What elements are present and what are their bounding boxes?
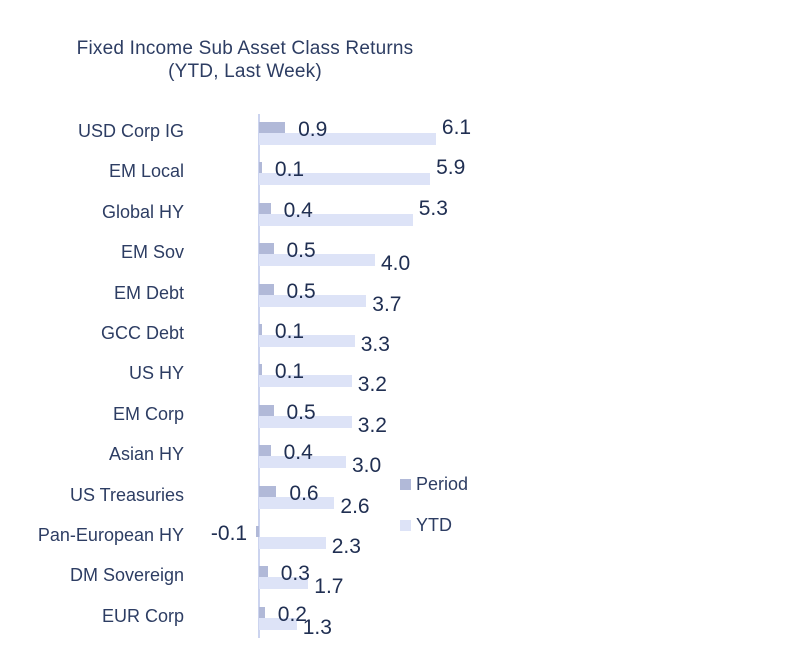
ytd-bar [259, 617, 297, 630]
period-bar [259, 566, 268, 578]
period-value-label: 0.5 [286, 279, 316, 303]
category-label: EUR Corp [101, 605, 184, 626]
ytd-bar [259, 133, 436, 145]
period-value-label: 0.6 [289, 481, 319, 505]
ytd-bar [259, 456, 346, 469]
period-bar [259, 404, 274, 416]
period-value-label: 0.4 [283, 198, 313, 222]
ytd-bar [259, 415, 352, 428]
period-value-label: 0.1 [274, 320, 305, 343]
ytd-value-label: 3.0 [352, 454, 382, 478]
ytd-bar [259, 496, 335, 509]
ytd-bar [259, 173, 431, 186]
period-bar [259, 162, 262, 174]
period-bar [259, 445, 271, 457]
ytd-value-label: 6.1 [441, 116, 472, 139]
ytd-value-label: 3.3 [360, 333, 390, 356]
chart-title-block: Fixed Income Sub Asset Class Returns (YT… [60, 37, 430, 83]
chart-title: Fixed Income Sub Asset Class Returns [76, 38, 414, 59]
period-value-label: -0.1 [210, 522, 248, 545]
ytd-bar [259, 375, 352, 388]
category-label: Pan-European HY [37, 525, 184, 545]
ytd-value-label: 1.3 [302, 615, 332, 639]
ytd-value-label: 1.7 [314, 575, 344, 599]
period-bar [259, 122, 286, 133]
legend-item-ytd: YTD [400, 515, 452, 535]
category-label: EM Local [108, 161, 184, 182]
ytd-value-label: 5.3 [418, 196, 448, 220]
legend-item-period: Period [400, 474, 469, 494]
category-label: Global HY [101, 201, 184, 222]
period-bar [259, 485, 277, 497]
period-bar [259, 202, 271, 214]
category-label: USD Corp IG [77, 121, 184, 141]
ytd-bar [259, 294, 367, 307]
period-bar [259, 283, 274, 295]
chart-subtitle: (YTD, Last Week) [168, 61, 322, 82]
category-label: EM Debt [113, 282, 184, 303]
category-label: GCC Debt [100, 323, 184, 343]
period-bar [259, 364, 262, 376]
ytd-value-label: 4.0 [381, 252, 411, 276]
category-label: US HY [128, 363, 184, 384]
ytd-value-label: 2.6 [340, 494, 370, 518]
period-value-label: 0.5 [286, 239, 316, 263]
period-value-label: 0.4 [283, 441, 313, 465]
legend-period-swatch [400, 478, 411, 490]
legend-ytd-swatch [400, 519, 411, 531]
category-label: Asian HY [108, 444, 184, 465]
period-value-label: 0.5 [286, 400, 316, 424]
ytd-value-label: 3.7 [372, 292, 402, 316]
ytd-value-label: 3.2 [357, 413, 387, 437]
category-label: US Treasuries [69, 484, 184, 505]
period-value-label: 0.1 [274, 158, 305, 182]
category-label: EM Corp [112, 403, 184, 424]
ytd-bar [259, 577, 309, 590]
legend-ytd-label: YTD [416, 515, 452, 535]
period-value-label: 0.2 [277, 602, 307, 626]
ytd-bar [259, 254, 375, 267]
period-value-label: 0.3 [280, 562, 310, 586]
category-label: EM Sov [120, 242, 184, 263]
ytd-bar [259, 537, 326, 549]
legend-period-label: Period [416, 474, 469, 494]
ytd-value-label: 2.3 [331, 535, 361, 558]
category-label: DM Sovereign [69, 565, 184, 586]
ytd-bar [259, 213, 413, 226]
period-value-label: 0.1 [274, 360, 305, 384]
period-bar [259, 324, 262, 335]
period-bar [259, 243, 274, 255]
ytd-value-label: 3.2 [357, 373, 387, 397]
ytd-value-label: 5.9 [436, 156, 466, 180]
ytd-bar [259, 335, 355, 347]
period-bar [259, 606, 265, 618]
period-bar [256, 526, 259, 537]
period-value-label: 0.9 [298, 118, 328, 141]
